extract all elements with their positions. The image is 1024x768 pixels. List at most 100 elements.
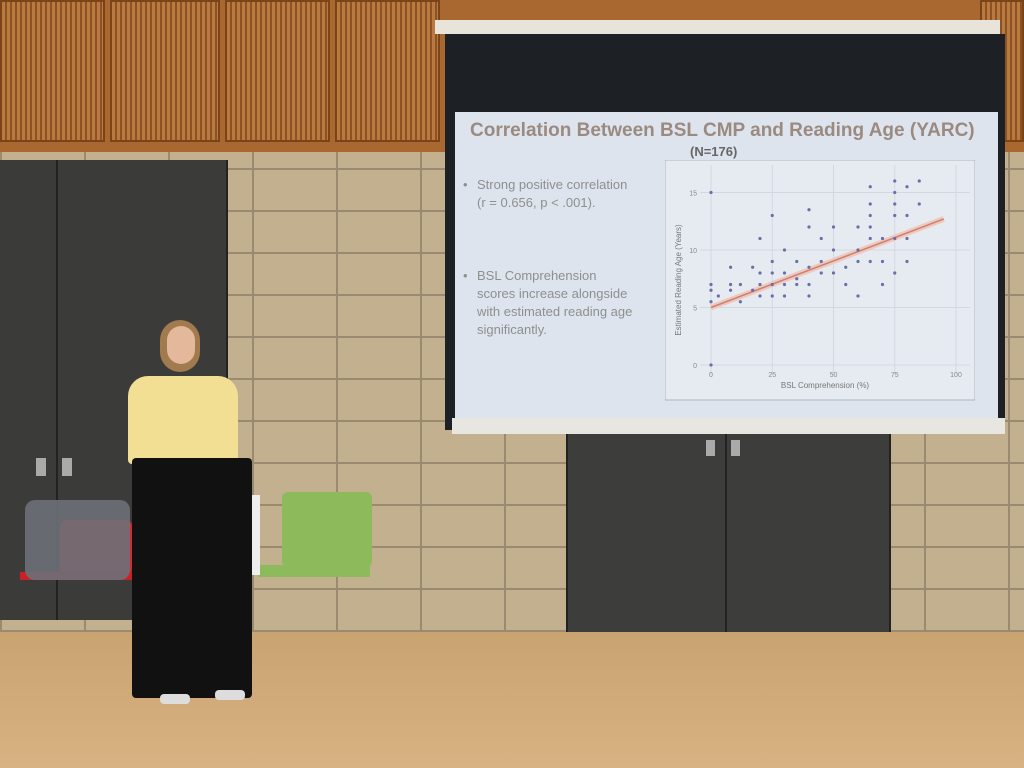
data-point — [770, 282, 774, 287]
data-point — [893, 213, 897, 218]
yellow-top — [128, 376, 238, 464]
data-point — [905, 185, 909, 189]
shoe — [215, 690, 245, 700]
slide-title: Correlation Between BSL CMP and Reading … — [470, 120, 975, 141]
slide-bullet: Strong positive correlation (r = 0.656, … — [463, 176, 637, 212]
y-tick-label: 0 — [693, 363, 697, 370]
data-point — [856, 259, 860, 264]
data-point — [868, 259, 872, 264]
data-point — [917, 179, 921, 183]
green-chair — [282, 492, 372, 567]
data-point — [868, 185, 872, 189]
data-point — [738, 282, 742, 287]
scatter-plot: 0 25 50 75 100 0 5 10 15 BSL Comprehension (%) E… — [665, 160, 975, 401]
data-point — [795, 282, 799, 287]
y-tick-label: 5 — [693, 306, 697, 313]
data-point — [758, 294, 762, 298]
data-point — [917, 202, 921, 206]
plot-frame — [665, 160, 975, 401]
data-point — [782, 271, 787, 275]
right-doors — [566, 430, 891, 637]
data-point — [844, 282, 848, 287]
data-point — [770, 259, 774, 264]
data-point — [795, 277, 799, 281]
data-point — [868, 225, 872, 229]
data-point — [758, 236, 762, 241]
data-point — [893, 190, 897, 195]
data-point — [709, 363, 713, 367]
data-point — [807, 294, 811, 298]
data-point — [758, 271, 762, 275]
data-point — [868, 202, 872, 206]
data-point — [880, 259, 885, 264]
data-point — [856, 225, 860, 229]
data-point — [770, 294, 774, 298]
data-point — [893, 179, 897, 183]
x-tick-label: 0 — [709, 372, 713, 379]
x-tick-label: 25 — [768, 372, 776, 379]
data-point — [729, 265, 733, 269]
data-point — [738, 300, 742, 304]
data-point — [709, 288, 713, 292]
data-point — [770, 271, 774, 275]
data-point — [893, 271, 897, 275]
black-trousers — [132, 458, 252, 698]
data-point — [868, 213, 872, 218]
slide-bullet: BSL Comprehension scores increase alongs… — [463, 267, 637, 339]
wood-panel — [225, 0, 330, 142]
jacket — [25, 500, 130, 580]
data-point — [819, 236, 823, 241]
data-point — [880, 236, 885, 241]
x-tick-label: 75 — [891, 372, 899, 379]
data-point — [856, 294, 860, 298]
data-point — [709, 190, 713, 195]
wood-panel — [335, 0, 440, 142]
shoe — [160, 694, 190, 704]
y-tick-label: 10 — [689, 248, 697, 255]
data-point — [709, 282, 713, 287]
data-point — [709, 300, 713, 304]
data-point — [819, 259, 823, 264]
data-point — [831, 271, 836, 275]
data-point — [905, 259, 909, 264]
presenter — [120, 318, 252, 708]
data-point — [751, 265, 755, 269]
screen-bottom-bar — [452, 418, 1005, 434]
data-point — [807, 225, 811, 229]
data-point — [831, 225, 836, 229]
wood-panel — [110, 0, 220, 142]
data-point — [782, 282, 787, 287]
data-point — [729, 282, 733, 287]
data-point — [893, 236, 897, 241]
projector-screen-housing — [435, 20, 1000, 34]
data-point — [758, 282, 762, 287]
data-point — [807, 208, 811, 212]
wood-panel — [0, 0, 105, 142]
fit-line — [710, 218, 945, 309]
y-axis-label: Estimated Reading Age (Years) — [674, 224, 683, 336]
face — [167, 326, 195, 364]
data-point — [831, 248, 836, 252]
x-tick-label: 100 — [950, 372, 962, 379]
data-point — [856, 248, 860, 252]
green-chair-seat — [258, 565, 370, 577]
y-tick-label: 15 — [689, 191, 697, 198]
data-point — [782, 294, 787, 298]
data-point — [868, 236, 872, 241]
slide-subtitle: (N=176) — [690, 144, 738, 159]
data-point — [807, 265, 811, 269]
data-point — [819, 271, 823, 275]
data-point — [795, 259, 799, 264]
data-point — [905, 213, 909, 218]
x-tick-label: 50 — [830, 372, 838, 379]
data-point — [729, 288, 733, 292]
data-point — [751, 288, 755, 292]
data-point — [893, 202, 897, 206]
data-point — [770, 213, 774, 218]
presentation-slide: Correlation Between BSL CMP and Reading … — [455, 112, 998, 418]
data-point — [716, 294, 720, 298]
data-point — [807, 282, 811, 287]
data-point — [782, 248, 787, 252]
data-point — [880, 282, 885, 287]
data-point — [905, 236, 909, 241]
